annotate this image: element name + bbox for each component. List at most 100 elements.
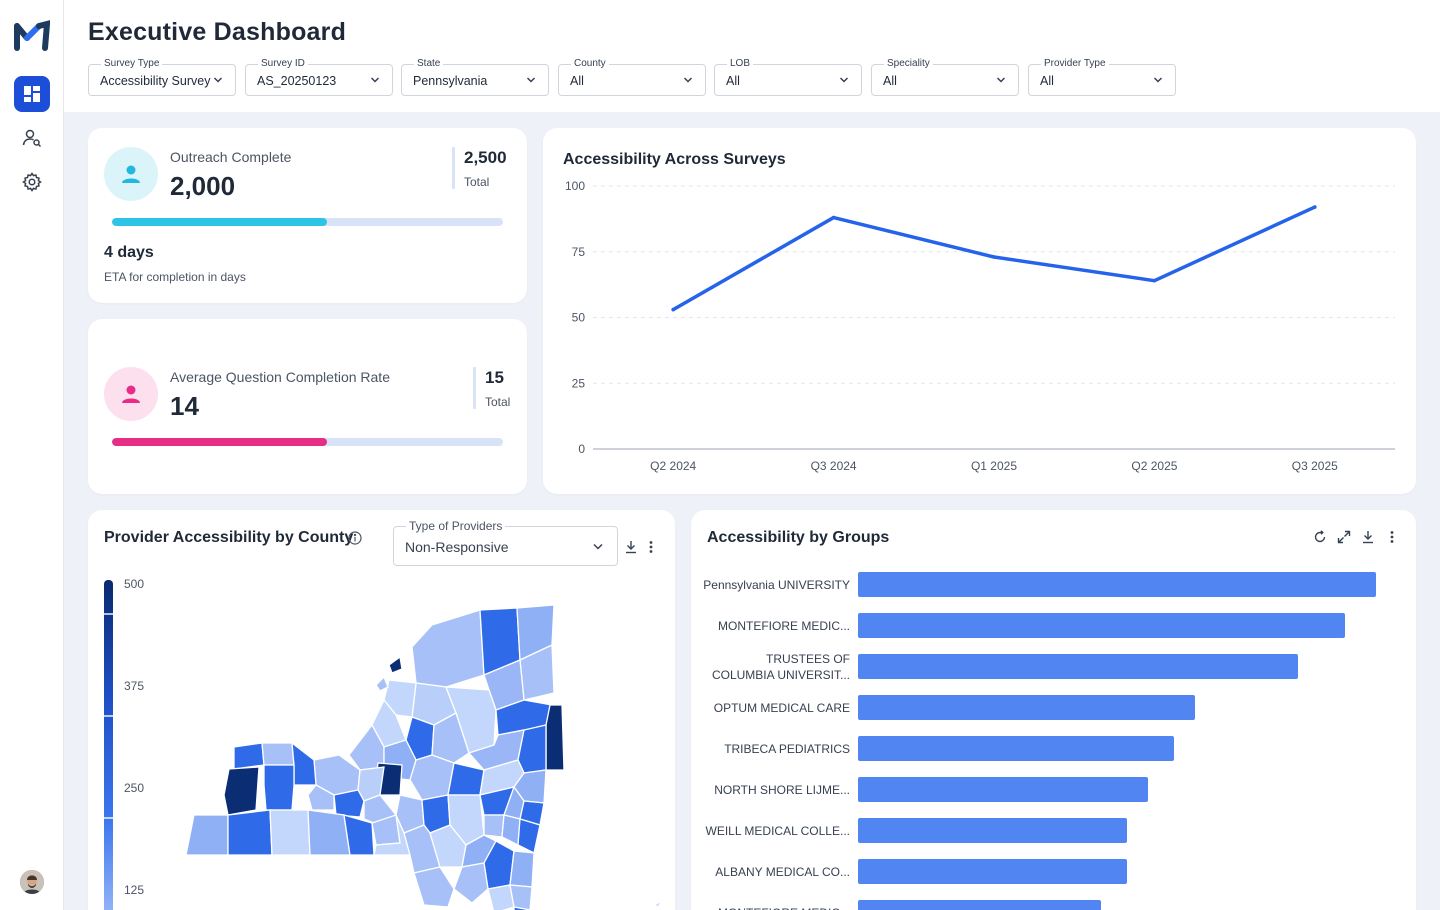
more-vertical-icon[interactable] (1384, 529, 1400, 545)
legend-tick: 500 (124, 577, 145, 591)
bar-category-label-line: TRUSTEES OF (765, 651, 850, 666)
bar-category-label-line: Pennsylvania UNIVERSITY (703, 577, 850, 592)
bar-category-label-line: COLUMBIA UNIVERSIT... (711, 667, 850, 682)
chevron-down-icon (526, 77, 536, 83)
x-tick-label: Q2 2025 (1131, 459, 1177, 473)
nav-dashboard[interactable] (14, 76, 50, 112)
bar-category-label: WEILL MEDICAL COLLE... (700, 823, 851, 839)
download-icon[interactable] (623, 539, 639, 555)
bar-category-label-line: NORTH SHORE LIJME... (714, 782, 850, 797)
filter-label: Speciality (884, 58, 933, 70)
filter-survey-id[interactable]: Survey ID AS_20250123 (245, 58, 393, 96)
download-icon[interactable] (1360, 529, 1376, 545)
bar-category-label: NORTH SHORE LIJME... (700, 782, 850, 798)
bar-category-label: ALBANY MEDICAL CO... (700, 864, 850, 880)
completion-avatar-badge (104, 367, 158, 421)
sidebar (0, 0, 64, 910)
provider-type-select[interactable]: Type of Providers Non-Responsive (393, 519, 618, 566)
outreach-progress-bar (112, 218, 503, 226)
filter-state[interactable]: State Pennsylvania (401, 58, 549, 96)
y-tick-label: 0 (578, 442, 585, 456)
refresh-icon[interactable] (1312, 529, 1328, 545)
x-tick-label: Q1 2025 (971, 459, 1017, 473)
bar[interactable] (858, 818, 1128, 843)
filter-label: Survey ID (258, 58, 308, 70)
bar[interactable] (858, 859, 1128, 884)
provider-type-label: Type of Providers (406, 519, 506, 533)
completion-rate-card: Average Question Completion Rate 14 15 T… (88, 319, 527, 494)
filter-speciality[interactable]: Speciality All (871, 58, 1019, 96)
bar-category-label-line: MONTEFIORE MEDIC... (718, 618, 850, 633)
expand-icon[interactable] (1336, 529, 1352, 545)
user-search-icon (22, 129, 42, 148)
chevron-down-icon (683, 77, 693, 83)
data-point[interactable] (1152, 278, 1157, 283)
filter-value: Pennsylvania (413, 74, 488, 88)
chevron-down-icon (370, 77, 380, 83)
data-point[interactable] (831, 215, 836, 220)
bar-category-label: Pennsylvania UNIVERSITY (700, 577, 850, 593)
person-icon (122, 385, 140, 403)
bar-category-label: TRUSTEES OF COLUMBIA UNIVERSIT... (700, 651, 850, 683)
outreach-card: Outreach Complete 2,000 2,500 Total 4 da… (88, 128, 527, 303)
outreach-progress-fill (112, 218, 328, 226)
accessibility-trend-card: Accessibility Across Surveys 0 25 50 75 100 Q… (543, 128, 1416, 494)
filter-label: County (571, 58, 609, 70)
filter-survey-type[interactable]: Survey Type Accessibility Survey (88, 58, 236, 96)
filter-provider-type[interactable]: Provider Type All (1028, 58, 1176, 96)
chevron-down-icon (1153, 77, 1163, 83)
info-icon[interactable] (347, 530, 363, 546)
legend-tick: 125 (124, 883, 145, 897)
divider (452, 147, 455, 189)
bar[interactable] (858, 654, 1299, 679)
chevron-down-icon (213, 77, 223, 83)
person-icon (122, 165, 140, 183)
bar[interactable] (858, 736, 1174, 761)
x-tick-label: Q3 2025 (1292, 459, 1338, 473)
filter-value: All (726, 74, 740, 88)
line-chart-title: Accessibility Across Surveys (563, 151, 786, 168)
page-header: Executive Dashboard Survey Type Accessibi… (64, 0, 1440, 112)
filter-county[interactable]: County All (558, 58, 706, 96)
filter-value: All (1040, 74, 1054, 88)
groups-bar-card: Accessibility by Groups Pennsylvania UNI… (691, 510, 1416, 910)
groups-title: Accessibility by Groups (707, 529, 890, 546)
outreach-avatar-badge (104, 147, 158, 201)
bar[interactable] (858, 777, 1149, 802)
county-map-card: Provider Accessibility by County Type of… (88, 510, 675, 910)
bar-category-label: OPTUM MEDICAL CARE (700, 700, 850, 716)
bar-category-label: MONTEFIORE MEDIC... (700, 618, 850, 634)
bar-category-label-line: WEILL MEDICAL COLLE... (705, 823, 851, 838)
bar[interactable] (858, 613, 1345, 638)
legend-tick: 250 (124, 781, 145, 795)
provider-type-value: Non-Responsive (405, 539, 509, 555)
outreach-total: 2,500 (464, 148, 507, 167)
data-point[interactable] (992, 255, 996, 259)
filter-label: Survey Type (101, 58, 163, 70)
app-logo[interactable] (14, 18, 51, 54)
bar-category-label-line: MONTEFIORE MEDIC... (700, 905, 850, 910)
data-point[interactable] (1313, 205, 1317, 209)
user-avatar[interactable] (20, 870, 44, 894)
nav-settings[interactable] (14, 164, 50, 200)
nav-user-search[interactable] (14, 120, 50, 156)
filter-label: State (414, 58, 444, 70)
bar-category-label-line: TRIBECA PEDIATRICS (724, 741, 850, 756)
bar[interactable] (858, 572, 1376, 597)
filter-lob[interactable]: LOB All (714, 58, 862, 96)
x-tick-label: Q2 2024 (650, 459, 696, 473)
bar-category-label-line: ALBANY MEDICAL CO... (715, 864, 850, 879)
bar[interactable] (858, 900, 1102, 910)
y-tick-label: 75 (572, 245, 586, 259)
data-point[interactable] (671, 307, 675, 312)
completion-total: 15 (485, 368, 504, 387)
bar[interactable] (858, 695, 1195, 720)
y-tick-label: 100 (565, 179, 585, 193)
divider (473, 367, 476, 409)
completion-total-label: Total (485, 395, 511, 409)
y-tick-label: 50 (572, 311, 586, 325)
more-vertical-icon[interactable] (643, 539, 659, 555)
filter-label: Provider Type (1041, 58, 1109, 70)
filter-value: All (570, 74, 584, 88)
eta-label: ETA for completion in days (104, 270, 246, 284)
